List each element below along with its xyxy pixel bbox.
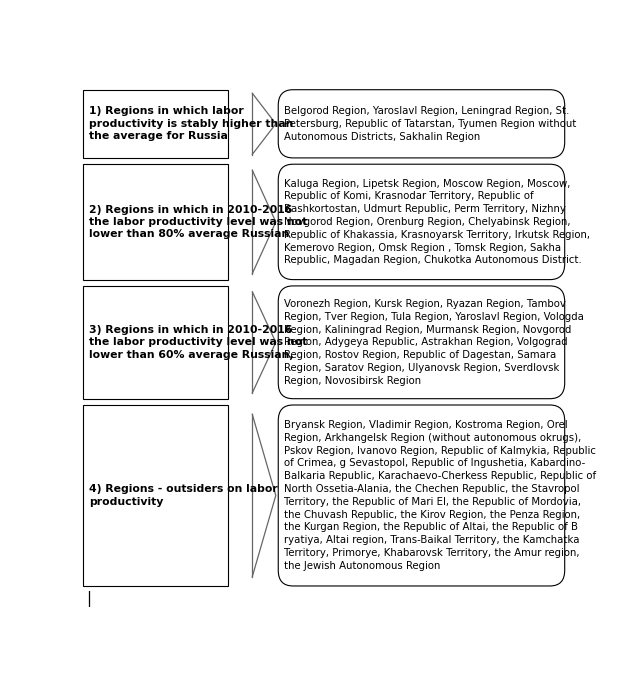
Text: |: | (86, 591, 91, 607)
FancyBboxPatch shape (278, 286, 565, 399)
Text: 2) Regions in which in 2010-2016
the labor productivity level was not
lower than: 2) Regions in which in 2010-2016 the lab… (89, 205, 307, 239)
FancyBboxPatch shape (278, 405, 565, 586)
Text: Bryansk Region, Vladimir Region, Kostroma Region, Orel
Region, Arkhangelsk Regio: Bryansk Region, Vladimir Region, Kostrom… (284, 420, 596, 571)
Text: 3) Regions in which in 2010-2016
the labor productivity level was not
lower than: 3) Regions in which in 2010-2016 the lab… (89, 325, 307, 359)
Text: Voronezh Region, Kursk Region, Ryazan Region, Tambov
Region, Tver Region, Tula R: Voronezh Region, Kursk Region, Ryazan Re… (284, 299, 584, 386)
FancyBboxPatch shape (278, 164, 565, 280)
Text: 4) Regions - outsiders on labor
productivity: 4) Regions - outsiders on labor producti… (89, 484, 278, 507)
Bar (83, 286, 228, 399)
FancyBboxPatch shape (278, 90, 565, 158)
Bar (83, 164, 228, 280)
Text: Kaluga Region, Lipetsk Region, Moscow Region, Moscow,
Republic of Komi, Krasnoda: Kaluga Region, Lipetsk Region, Moscow Re… (284, 179, 590, 265)
Bar (83, 90, 228, 158)
Bar (83, 405, 228, 586)
Text: 1) Regions in which labor
productivity is stably higher than
the average for Rus: 1) Regions in which labor productivity i… (89, 106, 294, 141)
Text: Belgorod Region, Yaroslavl Region, Leningrad Region, St.
Petersburg, Republic of: Belgorod Region, Yaroslavl Region, Lenin… (284, 106, 576, 142)
